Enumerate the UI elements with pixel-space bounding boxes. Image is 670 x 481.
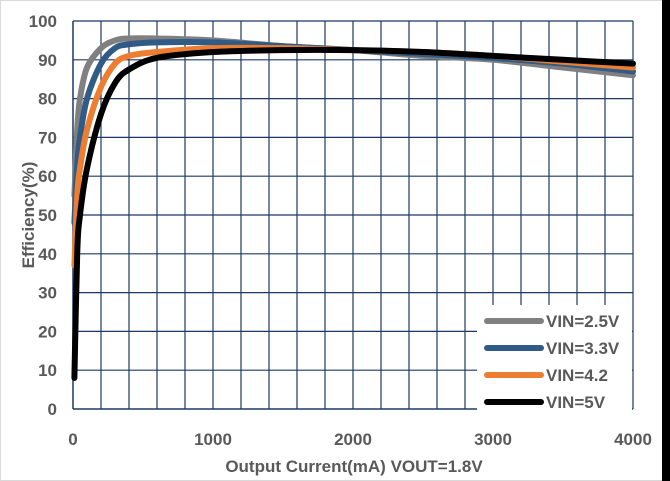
x-axis-label: Output Current(mA) VOUT=1.8V — [225, 457, 483, 476]
y-tick-label: 90 — [38, 51, 57, 70]
y-tick-label: 70 — [38, 128, 57, 147]
y-tick-label: 20 — [38, 322, 57, 341]
y-tick-label: 60 — [38, 167, 57, 186]
legend-label: VIN=5V — [546, 393, 606, 412]
legend-label: VIN=2.5V — [546, 312, 620, 331]
y-axis-label: Efficiency(%) — [19, 162, 38, 269]
x-tick-label: 2000 — [334, 430, 372, 449]
x-tick-label: 0 — [68, 430, 77, 449]
x-tick-label: 1000 — [194, 430, 232, 449]
series-line — [71, 46, 636, 381]
legend-label: VIN=3.3V — [546, 339, 620, 358]
y-tick-label: 80 — [38, 90, 57, 109]
y-tick-label: 50 — [38, 206, 57, 225]
legend: VIN=2.5V VIN=3.3V VIN=4.2 VIN=5V — [477, 305, 632, 415]
series-lines — [71, 35, 636, 381]
screen-edge-bar — [662, 0, 670, 481]
x-tick-label: 3000 — [474, 430, 512, 449]
y-tick-label: 0 — [48, 400, 57, 419]
x-tick-label: 4000 — [614, 430, 652, 449]
y-tick-label: 10 — [38, 361, 57, 380]
y-tick-label: 40 — [38, 245, 57, 264]
y-tick-label: 100 — [29, 12, 57, 31]
legend-label: VIN=4.2 — [546, 366, 608, 385]
y-tick-label: 30 — [38, 284, 57, 303]
